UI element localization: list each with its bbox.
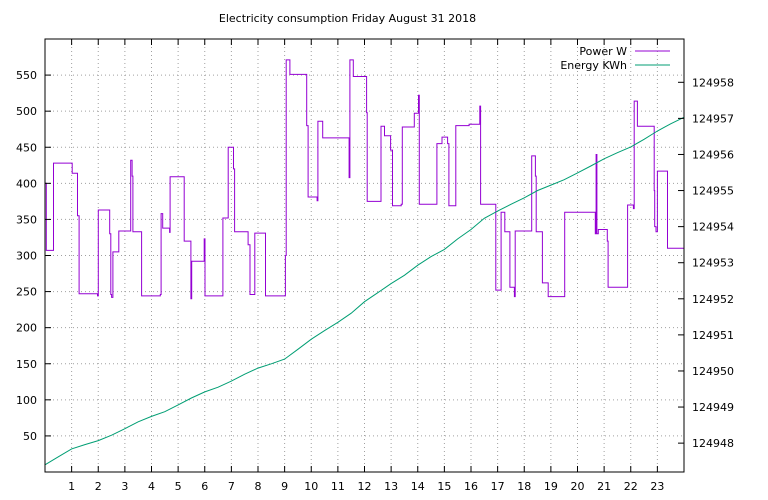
y2-tick-label: 124955 bbox=[692, 185, 734, 198]
x-tick-label: 1 bbox=[68, 480, 75, 493]
x-tick-label: 13 bbox=[384, 480, 398, 493]
ticks: 1 2 3 4 5 6 7 8 9 10 11 12 13 14 15 16 17 18 19 20 21 22 23501… bbox=[16, 39, 734, 493]
y-tick-label: 250 bbox=[16, 286, 37, 299]
x-tick-label: 16 bbox=[464, 480, 478, 493]
y2-tick-label: 124957 bbox=[692, 112, 734, 125]
y2-tick-label: 124958 bbox=[692, 76, 734, 89]
x-tick-label: 10 bbox=[304, 480, 318, 493]
x-tick-label: 14 bbox=[411, 480, 425, 493]
grid bbox=[45, 39, 684, 472]
x-tick-label: 9 bbox=[281, 480, 288, 493]
y-tick-label: 200 bbox=[16, 322, 37, 335]
y2-tick-label: 124949 bbox=[692, 401, 734, 414]
x-tick-label: 3 bbox=[121, 480, 128, 493]
y-tick-label: 300 bbox=[16, 250, 37, 263]
y2-tick-label: 124953 bbox=[692, 257, 734, 270]
y-tick-label: 550 bbox=[16, 69, 37, 82]
x-tick-label: 2 bbox=[95, 480, 102, 493]
y-tick-label: 100 bbox=[16, 394, 37, 407]
y2-tick-label: 124951 bbox=[692, 329, 734, 342]
x-tick-label: 8 bbox=[255, 480, 262, 493]
x-tick-label: 12 bbox=[358, 480, 372, 493]
y-tick-label: 400 bbox=[16, 177, 37, 190]
x-tick-label: 11 bbox=[331, 480, 345, 493]
series-line-power bbox=[45, 59, 684, 300]
x-tick-label: 7 bbox=[228, 480, 235, 493]
y-tick-label: 350 bbox=[16, 213, 37, 226]
y-tick-label: 50 bbox=[23, 430, 37, 443]
x-tick-label: 21 bbox=[597, 480, 611, 493]
y-tick-label: 500 bbox=[16, 105, 37, 118]
series-line-energy bbox=[44, 116, 685, 466]
y2-tick-label: 124948 bbox=[692, 437, 734, 450]
x-tick-label: 17 bbox=[491, 480, 505, 493]
legend-label: Power W bbox=[579, 45, 627, 58]
x-tick-label: 19 bbox=[544, 480, 558, 493]
y2-tick-label: 124950 bbox=[692, 365, 734, 378]
legend-label: Energy KWh bbox=[560, 59, 627, 72]
x-tick-label: 6 bbox=[201, 480, 208, 493]
y-tick-label: 450 bbox=[16, 141, 37, 154]
series-layer bbox=[44, 59, 685, 466]
x-tick-label: 15 bbox=[437, 480, 451, 493]
x-tick-label: 22 bbox=[624, 480, 638, 493]
y-tick-label: 150 bbox=[16, 358, 37, 371]
x-tick-label: 4 bbox=[148, 480, 155, 493]
y2-tick-label: 124956 bbox=[692, 148, 734, 161]
x-tick-label: 20 bbox=[571, 480, 585, 493]
x-tick-label: 5 bbox=[175, 480, 182, 493]
y2-tick-label: 124954 bbox=[692, 221, 734, 234]
x-tick-label: 18 bbox=[517, 480, 531, 493]
y2-tick-label: 124952 bbox=[692, 293, 734, 306]
chart-title: Electricity consumption Friday August 31… bbox=[219, 12, 476, 25]
x-tick-label: 23 bbox=[650, 480, 664, 493]
